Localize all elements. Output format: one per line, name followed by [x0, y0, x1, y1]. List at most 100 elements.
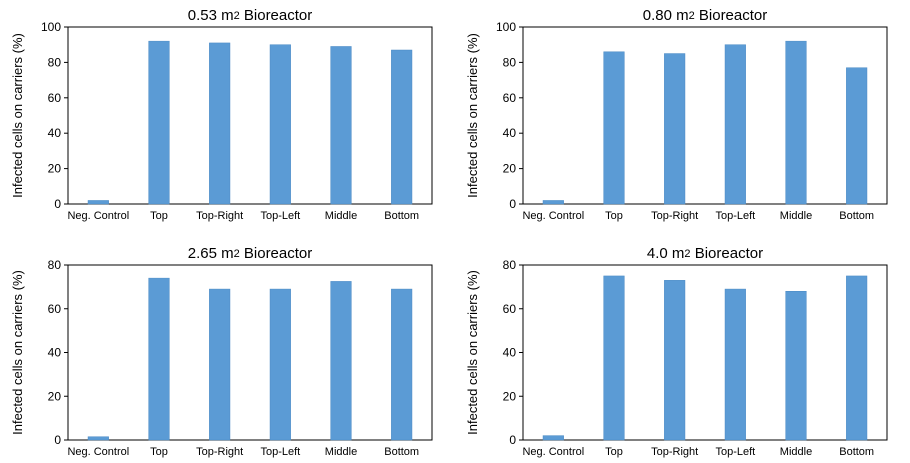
- x-tick-label: Bottom: [384, 210, 419, 222]
- bar: [846, 67, 868, 205]
- x-tick-label: Top-Right: [651, 210, 698, 222]
- y-axis-label: Infected cells on carriers (%): [10, 33, 25, 198]
- x-tick-label: Bottom: [384, 446, 419, 458]
- y-tick-label: 0: [509, 197, 516, 211]
- y-axis-label: Infected cells on carriers (%): [10, 270, 25, 435]
- y-tick-label: 40: [503, 346, 517, 360]
- chart-title: 0.80 m2 Bioreactor: [643, 7, 768, 24]
- chart-title-main: 2.65 m: [188, 245, 234, 262]
- chart-title-superscript: 2: [234, 10, 240, 22]
- chart-panel-0: 0.53 m2 Bioreactor Infected cells on carr…: [0, 0, 455, 231]
- x-tick-label: Top: [605, 446, 623, 458]
- bar: [391, 288, 413, 441]
- y-tick-label: 60: [503, 302, 517, 316]
- bar: [209, 288, 231, 441]
- x-tick-label: Top-Right: [196, 210, 243, 222]
- y-axis-label: Infected cells on carriers (%): [465, 270, 480, 435]
- plot-frame: [522, 26, 888, 205]
- y-tick-label: 40: [48, 346, 62, 360]
- y-tick-label: 80: [48, 258, 62, 272]
- y-tick-label: 100: [41, 20, 61, 34]
- x-tick-label: Top-Right: [651, 446, 698, 458]
- bar: [269, 288, 291, 441]
- y-tick-label: 20: [48, 162, 62, 176]
- y-tick-label: 20: [503, 389, 517, 403]
- chart-svg-3: 4.0 m2 Bioreactor Infected cells on carri…: [465, 245, 888, 458]
- bar: [330, 281, 352, 441]
- bar: [87, 200, 109, 205]
- chart-title: 0.53 m2 Bioreactor: [188, 7, 313, 24]
- bar: [148, 40, 170, 205]
- chart-title-rest: Bioreactor: [240, 245, 313, 262]
- y-tick-label: 0: [54, 433, 61, 447]
- bar: [724, 288, 746, 441]
- chart-title-main: 0.53 m: [188, 7, 234, 24]
- bar: [724, 44, 746, 205]
- y-tick-label: 20: [503, 162, 517, 176]
- x-tick-label: Neg. Control: [522, 210, 584, 222]
- bar: [785, 291, 807, 441]
- y-tick-label: 80: [48, 55, 62, 69]
- chart-title-superscript: 2: [689, 10, 695, 22]
- x-tick-label: Top: [150, 446, 168, 458]
- x-tick-label: Top-Left: [260, 210, 300, 222]
- y-tick-label: 0: [509, 433, 516, 447]
- y-tick-label: 40: [503, 126, 517, 140]
- x-tick-label: Neg. Control: [67, 210, 129, 222]
- y-tick-label: 60: [503, 91, 517, 105]
- chart-title-superscript: 2: [234, 248, 240, 260]
- bar: [269, 44, 291, 205]
- chart-title-rest: Bioreactor: [240, 7, 313, 24]
- x-tick-label: Middle: [780, 210, 812, 222]
- plot-frame: [67, 264, 433, 441]
- chart-panel-2: 2.65 m2 Bioreactor Infected cells on carr…: [0, 232, 455, 463]
- bar: [87, 436, 109, 441]
- plot-frame: [522, 264, 888, 441]
- chart-svg-2: 2.65 m2 Bioreactor Infected cells on carr…: [10, 245, 433, 458]
- y-tick-label: 60: [48, 302, 62, 316]
- x-tick-label: Neg. Control: [522, 446, 584, 458]
- x-tick-label: Top: [605, 210, 623, 222]
- bar: [209, 42, 231, 205]
- x-tick-label: Top-Right: [196, 446, 243, 458]
- x-tick-label: Middle: [325, 210, 357, 222]
- y-tick-label: 100: [496, 20, 516, 34]
- x-tick-label: Top: [150, 210, 168, 222]
- x-tick-label: Bottom: [839, 446, 874, 458]
- bar: [391, 49, 413, 205]
- bar: [330, 46, 352, 205]
- plot-frame: [67, 26, 433, 205]
- y-tick-label: 80: [503, 55, 517, 69]
- bar: [664, 280, 686, 441]
- chart-svg-1: 0.80 m2 Bioreactor Infected cells on carr…: [465, 7, 888, 222]
- bar: [542, 200, 564, 205]
- bar: [603, 275, 625, 441]
- chart-title: 4.0 m2 Bioreactor: [647, 245, 763, 262]
- y-tick-label: 80: [503, 258, 517, 272]
- y-axis-label: Infected cells on carriers (%): [465, 33, 480, 198]
- y-tick-label: 60: [48, 91, 62, 105]
- chart-panel-1: 0.80 m2 Bioreactor Infected cells on carr…: [455, 0, 910, 231]
- chart-title-superscript: 2: [684, 248, 690, 260]
- x-tick-label: Neg. Control: [67, 446, 129, 458]
- y-tick-label: 40: [48, 126, 62, 140]
- y-tick-label: 0: [54, 197, 61, 211]
- y-tick-label: 20: [48, 389, 62, 403]
- x-tick-label: Middle: [780, 446, 812, 458]
- chart-svg-0: 0.53 m2 Bioreactor Infected cells on carr…: [10, 7, 433, 222]
- chart-title-main: 4.0 m: [647, 245, 685, 262]
- bar: [846, 275, 868, 441]
- x-tick-label: Top-Left: [715, 446, 755, 458]
- chart-title-main: 0.80 m: [643, 7, 689, 24]
- x-tick-label: Top-Left: [260, 446, 300, 458]
- chart-title: 2.65 m2 Bioreactor: [188, 245, 313, 262]
- chart-title-rest: Bioreactor: [695, 7, 768, 24]
- bar: [542, 435, 564, 441]
- bar: [603, 51, 625, 205]
- bar: [664, 53, 686, 205]
- bar: [785, 40, 807, 205]
- x-tick-label: Top-Left: [715, 210, 755, 222]
- chart-panel-3: 4.0 m2 Bioreactor Infected cells on carri…: [455, 232, 910, 463]
- bar: [148, 277, 170, 441]
- x-tick-label: Middle: [325, 446, 357, 458]
